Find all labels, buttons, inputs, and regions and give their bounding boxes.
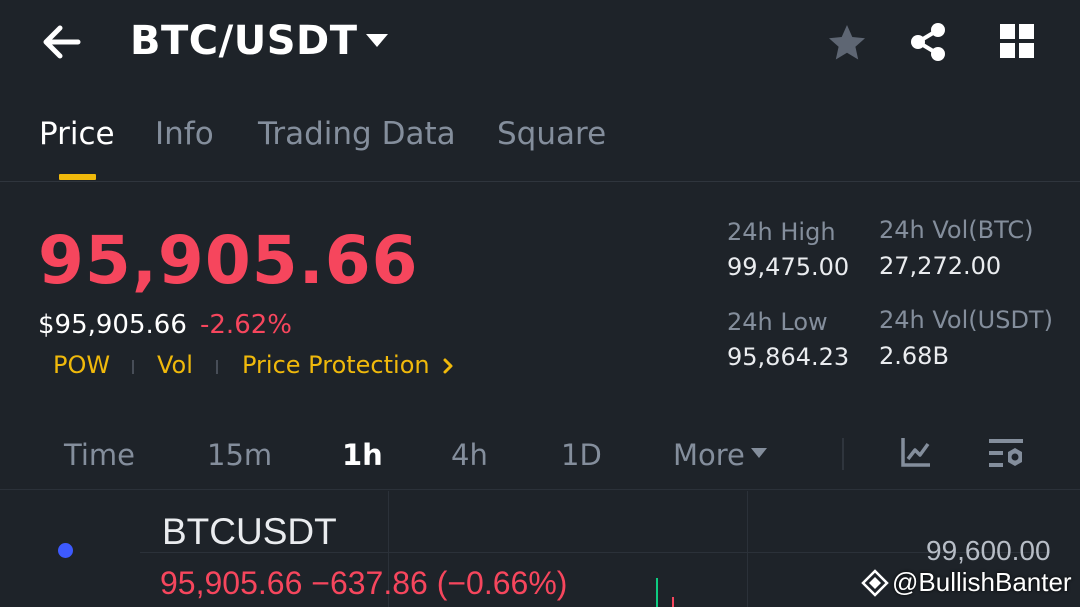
chart-gridline <box>388 491 389 607</box>
candle-down <box>672 597 674 607</box>
chart-settings-icon[interactable] <box>987 436 1027 472</box>
arrow-left-icon[interactable] <box>38 22 86 62</box>
tag-divider <box>216 360 218 374</box>
interval-4h[interactable]: 4h <box>451 438 488 472</box>
low-value: 95,864.23 <box>727 343 850 371</box>
price-axis-label: 99,600.00 <box>926 535 1051 566</box>
chevron-right-icon[interactable] <box>441 356 455 376</box>
interval-1d[interactable]: 1D <box>561 438 602 472</box>
chart-ohlc-line: 95,905.66 −637.86 (−0.66%) <box>160 565 568 601</box>
vol-usdt-value: 2.68B <box>879 342 949 370</box>
price-chart[interactable]: BTCUSDT 95,905.66 −637.86 (−0.66%) 99,60… <box>0 491 1080 607</box>
interval-time[interactable]: Time <box>64 438 135 472</box>
caret-down-icon[interactable] <box>750 446 768 460</box>
pair-title[interactable]: BTC/USDT <box>130 18 358 64</box>
tag-divider <box>132 360 134 374</box>
change-percent: -2.62% <box>200 310 292 340</box>
interval-15m[interactable]: 15m <box>207 438 273 472</box>
caret-down-icon[interactable] <box>364 30 390 50</box>
chart-indicator-icon[interactable] <box>900 436 932 468</box>
tab-trading-data[interactable]: Trading Data <box>258 116 456 152</box>
vol-usdt-label: 24h Vol(USDT) <box>879 306 1053 334</box>
interval-more[interactable]: More <box>673 438 745 472</box>
chart-symbol: BTCUSDT <box>162 511 337 552</box>
last-price: 95,905.66 <box>38 222 419 299</box>
grid-icon[interactable] <box>998 22 1036 60</box>
chart-gridline <box>140 552 1050 553</box>
star-icon[interactable] <box>826 22 868 64</box>
tag-pow[interactable]: POW <box>53 351 111 379</box>
chart-gridline <box>747 491 748 607</box>
high-value: 99,475.00 <box>727 253 850 281</box>
usd-price: $95,905.66 <box>38 310 187 340</box>
interval-divider <box>842 438 844 470</box>
low-label: 24h Low <box>727 308 828 336</box>
candle-up <box>656 578 658 607</box>
interval-1h[interactable]: 1h <box>342 438 383 472</box>
share-icon[interactable] <box>906 20 950 64</box>
tag-vol[interactable]: Vol <box>157 351 193 379</box>
top-bar: BTC/USDT <box>0 0 1080 86</box>
vol-btc-label: 24h Vol(BTC) <box>879 216 1034 244</box>
status-dot <box>58 543 73 558</box>
tab-bar: Price Info Trading Data Square <box>0 100 1080 182</box>
interval-bar: Time 15m 1h 4h 1D More <box>0 424 1080 490</box>
tab-info[interactable]: Info <box>155 116 214 152</box>
tab-square[interactable]: Square <box>497 116 607 152</box>
tag-price-protection[interactable]: Price Protection <box>242 351 430 379</box>
watermark-text: @BullishBanter <box>892 567 1072 597</box>
binance-logo-icon <box>861 569 889 597</box>
active-tab-indicator <box>59 174 96 180</box>
tab-price[interactable]: Price <box>39 116 115 152</box>
high-label: 24h High <box>727 218 836 246</box>
vol-btc-value: 27,272.00 <box>879 252 1002 280</box>
